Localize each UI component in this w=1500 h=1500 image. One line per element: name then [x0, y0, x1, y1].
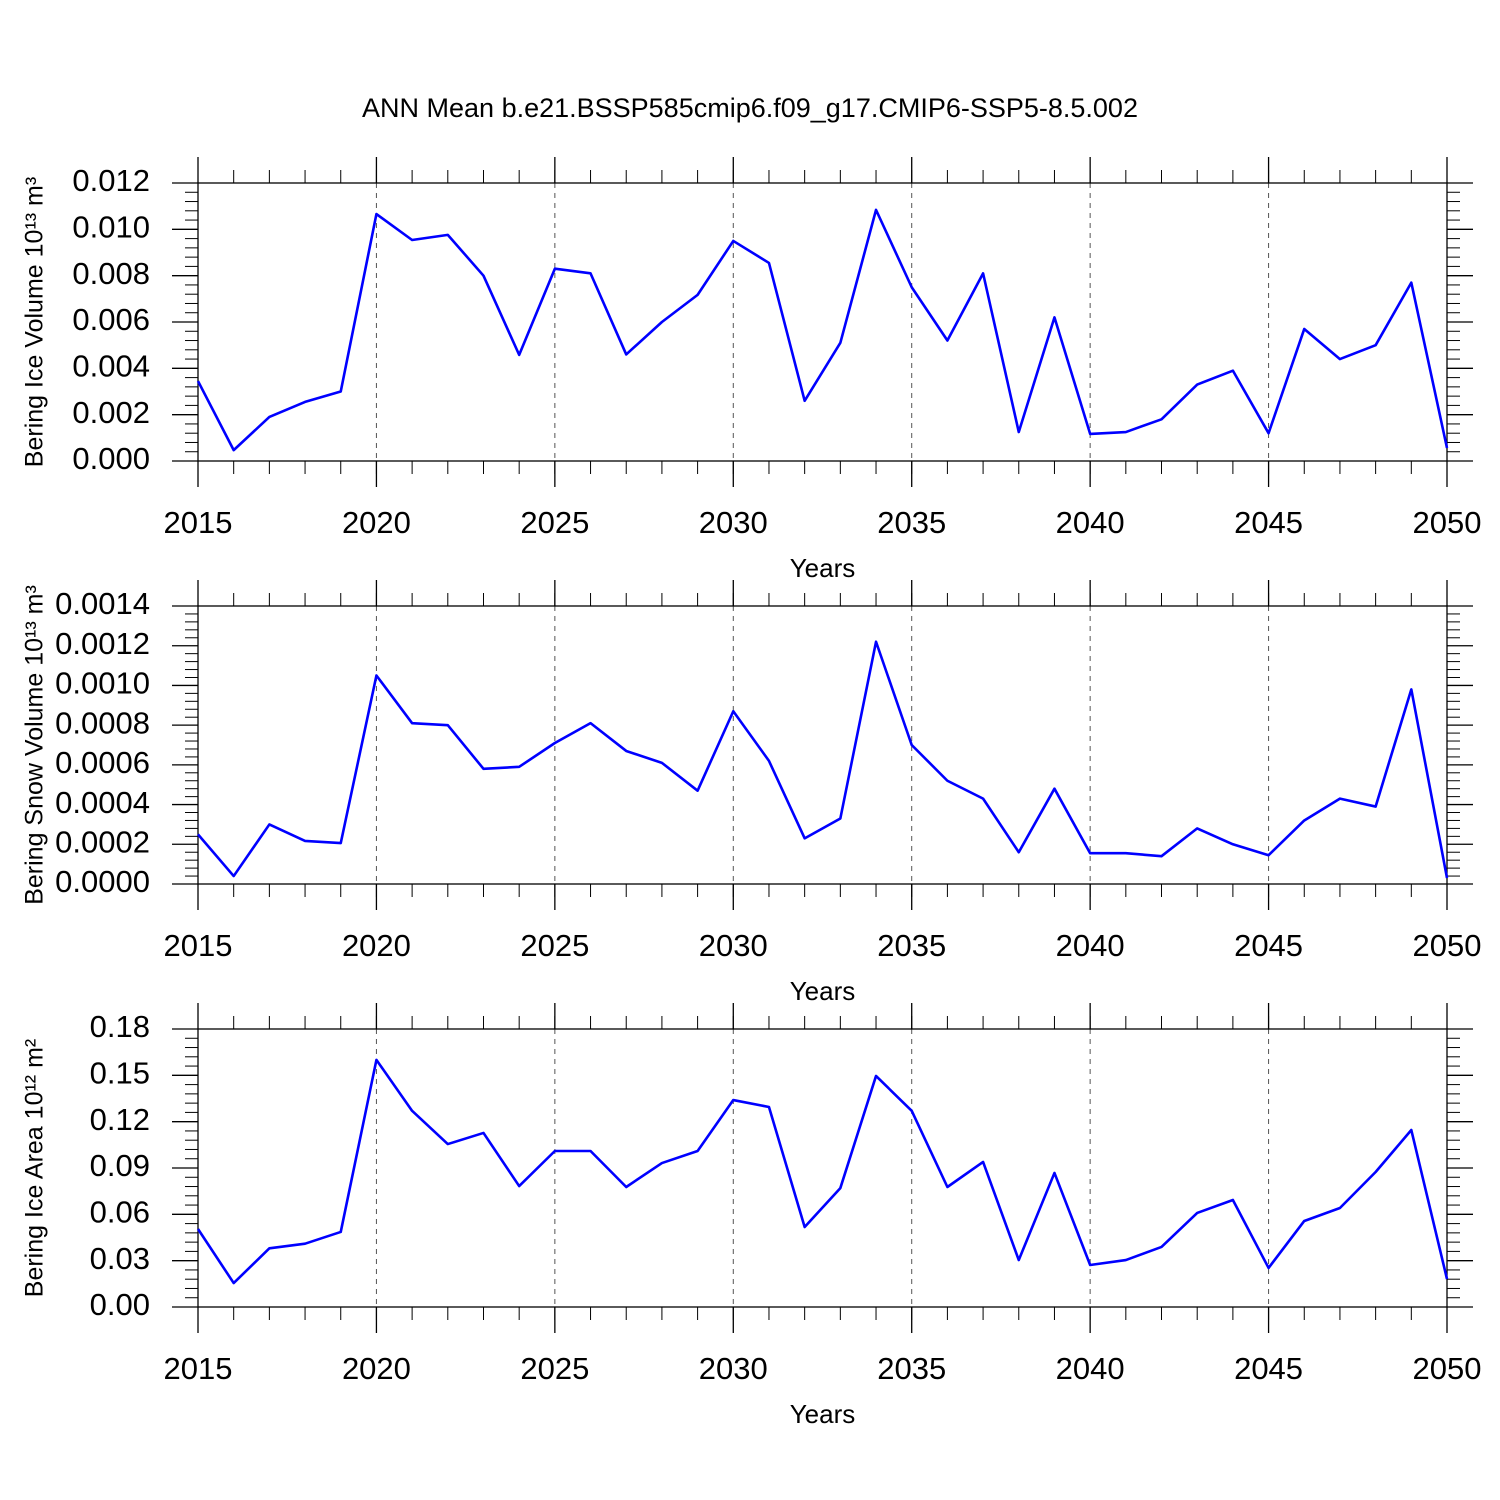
data-line	[196, 1058, 1449, 1285]
y-tick-label: 0.002	[72, 395, 150, 430]
y-tick-label: 0.0004	[55, 785, 150, 820]
y-tick-label: 0.0006	[55, 745, 150, 780]
y-tick-label: 0.09	[90, 1148, 150, 1183]
y-tick-label: 0.0008	[55, 705, 150, 740]
x-axis-label: Years	[790, 1399, 856, 1429]
y-axis-label: Bering Ice Area 10¹² m²	[21, 1039, 49, 1297]
x-tick-label: 2040	[1056, 505, 1125, 540]
x-tick-label: 2015	[164, 1351, 233, 1386]
x-tick-label: 2050	[1413, 928, 1482, 963]
plot-frame	[197, 1028, 1448, 1308]
chart-title: ANN Mean b.e21.BSSP585cmip6.f09_g17.CMIP…	[362, 93, 1138, 123]
x-axis-label: Years	[790, 553, 856, 583]
x-tick-label: 2025	[520, 928, 589, 963]
plot-frame	[197, 605, 1448, 885]
x-axis-label: Years	[790, 976, 856, 1006]
y-tick-label: 0.12	[90, 1102, 150, 1137]
x-tick-label: 2020	[342, 1351, 411, 1386]
y-tick-label: 0.010	[72, 210, 150, 245]
x-tick-label: 2035	[877, 505, 946, 540]
x-tick-label: 2040	[1056, 1351, 1125, 1386]
x-tick-label: 2050	[1413, 505, 1482, 540]
x-tick-label: 2035	[877, 1351, 946, 1386]
y-tick-label: 0.0002	[55, 824, 150, 859]
y-tick-label: 0.008	[72, 256, 150, 291]
y-tick-label: 0.0010	[55, 666, 150, 701]
x-tick-label: 2045	[1234, 928, 1303, 963]
y-tick-label: 0.00	[90, 1287, 150, 1322]
y-axis-label: Bering Snow Volume 10¹³ m³	[21, 585, 49, 905]
x-tick-label: 2030	[699, 1351, 768, 1386]
x-tick-label: 2025	[520, 505, 589, 540]
x-tick-label: 2015	[164, 505, 233, 540]
x-tick-label: 2020	[342, 928, 411, 963]
y-tick-label: 0.012	[72, 163, 150, 198]
x-tick-label: 2015	[164, 928, 233, 963]
data-line	[197, 640, 1449, 879]
data-line	[196, 208, 1449, 452]
x-tick-label: 2030	[699, 928, 768, 963]
x-tick-label: 2040	[1056, 928, 1125, 963]
x-tick-label: 2045	[1234, 1351, 1303, 1386]
y-tick-label: 0.0014	[55, 586, 150, 621]
y-tick-label: 0.0000	[55, 864, 150, 899]
y-tick-label: 0.15	[90, 1056, 150, 1091]
y-tick-label: 0.004	[72, 349, 150, 384]
x-tick-label: 2025	[520, 1351, 589, 1386]
plot-frame	[197, 182, 1448, 462]
y-tick-label: 0.000	[72, 441, 150, 476]
x-tick-label: 2045	[1234, 505, 1303, 540]
y-tick-label: 0.06	[90, 1195, 150, 1230]
y-axis-label: Bering Ice Volume 10¹³ m³	[21, 177, 49, 467]
y-tick-label: 0.18	[90, 1009, 150, 1044]
x-tick-label: 2050	[1413, 1351, 1482, 1386]
x-tick-label: 2030	[699, 505, 768, 540]
x-tick-label: 2035	[877, 928, 946, 963]
y-tick-label: 0.006	[72, 302, 150, 337]
x-tick-label: 2020	[342, 505, 411, 540]
y-tick-label: 0.0012	[55, 626, 150, 661]
y-tick-label: 0.03	[90, 1241, 150, 1276]
